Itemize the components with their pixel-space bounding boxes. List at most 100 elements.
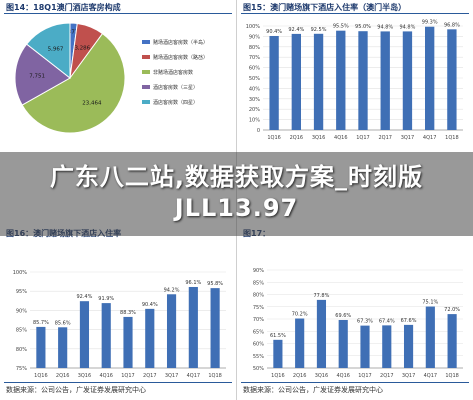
y-tick-label: 50%	[249, 76, 260, 82]
y-tick-label: 90%	[16, 308, 27, 314]
slice-data-label: 7,751	[29, 74, 45, 80]
x-tick-label: 2Q16	[290, 135, 303, 141]
y-tick-label: 85%	[16, 328, 27, 334]
x-tick-label: 3Q16	[78, 373, 91, 379]
y-tick-label: 65%	[253, 329, 264, 335]
x-tick-label: 1Q17	[356, 135, 369, 141]
pie-slice	[25, 22, 71, 80]
headline-overlay: 广东八二站,数据获取方案_时刻版JLL13.97	[0, 152, 473, 236]
y-tick-label: 85%	[253, 280, 264, 286]
bar	[403, 324, 414, 368]
bar	[145, 308, 155, 368]
y-tick-label: 100%	[13, 270, 28, 276]
bar	[295, 318, 305, 368]
bar-data-label: 70.2%	[292, 312, 308, 318]
y-tick-label: 70%	[253, 317, 264, 323]
bar-data-label: 88.3%	[120, 310, 136, 316]
bar-chart: 75% 80% 85% 90% 95% 100% 85.7% 1Q16 85.6% 2Q16 92.…	[13, 270, 226, 379]
bar	[123, 316, 133, 368]
x-tick-label: 1Q16	[267, 135, 280, 141]
bar-data-label: 90.4%	[142, 302, 158, 308]
x-tick-label: 1Q16	[34, 373, 47, 379]
source-rule	[241, 382, 469, 383]
bar-data-label: 67.6%	[401, 318, 417, 324]
title-rule	[241, 13, 469, 14]
y-tick-label: 30%	[249, 97, 260, 103]
y-tick-label: 50%	[253, 366, 264, 372]
pie-slice	[21, 32, 126, 134]
x-tick-label: 3Q17	[401, 135, 414, 141]
legend-swatch	[142, 85, 150, 89]
x-tick-label: 1Q17	[121, 373, 134, 379]
y-tick-label: 80%	[253, 293, 264, 299]
y-tick-label: 10%	[249, 118, 260, 124]
bar-data-label: 92.4%	[288, 27, 304, 33]
bar-data-label: 85.7%	[33, 320, 49, 326]
legend-entry: 酒店客房数（四星）	[153, 99, 198, 106]
y-tick-label: 60%	[249, 66, 260, 72]
bar	[382, 325, 392, 368]
slice-data-label: 3,286	[74, 45, 90, 51]
bar-data-label: 94.8%	[399, 24, 415, 30]
slice-data-label: 23,464	[82, 101, 102, 107]
x-tick-label: 1Q17	[358, 373, 371, 379]
legend-swatch	[142, 55, 150, 59]
title-rule	[4, 13, 232, 14]
x-tick-label: 4Q17	[187, 373, 200, 379]
y-tick-label: 75%	[253, 305, 264, 311]
legend-entry: 酒店客房数（三星）	[153, 84, 198, 91]
legend-entry: 非赌场酒店客房数	[153, 69, 193, 76]
y-tick-label: 95%	[16, 289, 27, 295]
bar-data-label: 95.5%	[333, 24, 349, 30]
y-tick-label: 80%	[16, 347, 27, 353]
bar-data-label: 67.4%	[379, 318, 395, 324]
pie-chart: 873 3,286 23,464 7,751 5,967 赌场酒店客房数（半岛） 赌场酒店客…	[14, 22, 208, 134]
x-tick-label: 2Q17	[380, 373, 393, 379]
x-tick-label: 1Q18	[208, 373, 221, 379]
source-rule	[4, 382, 232, 383]
bar	[210, 288, 220, 368]
bar	[336, 30, 346, 130]
headline-text: 广东八二站,数据获取方案_时刻版JLL13.97	[49, 163, 424, 222]
bar	[36, 326, 46, 368]
bar-data-label: 61.5%	[270, 333, 286, 339]
x-tick-label: 2Q16	[293, 373, 306, 379]
bar	[425, 26, 435, 131]
legend-swatch	[142, 70, 150, 74]
x-tick-label: 3Q16	[312, 135, 325, 141]
x-tick-label: 3Q16	[315, 373, 328, 379]
x-tick-label: 4Q16	[336, 373, 349, 379]
x-tick-label: 3Q17	[402, 373, 415, 379]
bar-data-label: 94.8%	[377, 24, 393, 30]
chart-panel-star-occupancy: 图17： 50%55%60%65%70%75%80%85%90%61.5%1Q1…	[237, 229, 473, 400]
bar	[269, 35, 279, 130]
bar-data-label: 95.0%	[355, 24, 371, 30]
bar	[447, 29, 457, 130]
y-tick-label: 55%	[253, 354, 264, 360]
x-tick-label: 4Q17	[424, 373, 437, 379]
source-note: 数据来源：公司公告，广发证券发展研究中心	[6, 386, 146, 394]
bar	[447, 314, 457, 368]
source-note: 数据来源：公司公告，广发证券发展研究中心	[243, 386, 383, 394]
y-tick-label: 100%	[246, 24, 261, 30]
bar	[273, 339, 283, 368]
y-tick-label: 80%	[249, 45, 260, 51]
y-tick-label: 90%	[253, 268, 264, 274]
bar	[291, 33, 301, 130]
x-tick-label: 4Q16	[334, 135, 347, 141]
x-tick-label: 2Q17	[378, 135, 391, 141]
bar-data-label: 72.0%	[444, 307, 460, 313]
bar	[166, 294, 177, 368]
bar-data-label: 92.4%	[76, 294, 92, 300]
bar-data-label: 90.4%	[266, 29, 282, 35]
legend-swatch	[142, 100, 150, 104]
bar	[360, 325, 370, 368]
bar	[316, 299, 327, 368]
bar	[58, 327, 68, 368]
y-tick-label: 75%	[16, 366, 27, 372]
bar-data-label: 99.3%	[422, 20, 438, 26]
bar-data-label: 67.3%	[357, 319, 373, 325]
bar	[358, 31, 368, 131]
bar	[380, 31, 390, 130]
x-tick-label: 4Q16	[99, 373, 112, 379]
